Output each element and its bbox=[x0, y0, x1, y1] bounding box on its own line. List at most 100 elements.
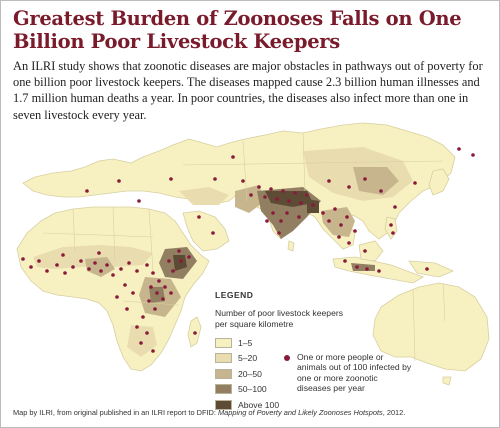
hotspot-dot bbox=[167, 259, 171, 263]
hotspot-dot-icon bbox=[284, 355, 290, 361]
border-line bbox=[302, 132, 306, 192]
border-line bbox=[182, 160, 444, 166]
landmass-arabia bbox=[182, 210, 230, 252]
hotspot-dot bbox=[179, 259, 183, 263]
hotspot-dot bbox=[281, 189, 285, 193]
hotspot-dot bbox=[327, 179, 331, 183]
hotspot-dot bbox=[137, 199, 141, 203]
hotspot-dot bbox=[61, 253, 65, 257]
hotspot-dot bbox=[21, 257, 25, 261]
hotspot-dot bbox=[271, 211, 275, 215]
hotspot-dot bbox=[87, 267, 91, 271]
density-ethiopia-core bbox=[173, 255, 187, 271]
legend-swatch bbox=[215, 384, 232, 395]
hotspot-dot bbox=[151, 349, 155, 353]
border-line bbox=[122, 300, 180, 306]
border-line bbox=[148, 208, 154, 272]
map-legend: LEGEND Number of poor livestock keepers … bbox=[215, 290, 495, 414]
density-middle-east bbox=[179, 187, 229, 205]
hotspot-dot bbox=[299, 201, 303, 205]
landmass-borneo bbox=[358, 240, 384, 262]
hotspot-dot bbox=[155, 291, 159, 295]
hotspot-dot bbox=[93, 261, 97, 265]
legend-hotspot-label: One or more people or animals out of 100… bbox=[297, 352, 412, 394]
source-credit: Map by ILRI, from original published in … bbox=[13, 408, 493, 417]
hotspot-dot bbox=[363, 249, 367, 253]
hotspot-dot bbox=[145, 263, 149, 267]
legend-class-label: Above 100 bbox=[238, 399, 280, 410]
hotspot-dot bbox=[471, 153, 475, 157]
hotspot-dot bbox=[275, 197, 279, 201]
density-nigeria bbox=[85, 257, 115, 277]
hotspot-dot bbox=[45, 269, 49, 273]
legend-class-label: 50–100 bbox=[238, 384, 267, 395]
hotspot-dot bbox=[337, 235, 341, 239]
hotspot-dot bbox=[269, 187, 273, 191]
hotspot-dot bbox=[285, 211, 289, 215]
hotspot-dot bbox=[139, 341, 143, 345]
hotspot-dot bbox=[123, 283, 127, 287]
legend-classes: 1–5 5–20 20–50 50–100 Above 100 bbox=[215, 336, 495, 411]
hotspot-dot bbox=[153, 307, 157, 311]
hotspot-dot bbox=[169, 291, 173, 295]
hotspot-dot bbox=[287, 199, 291, 203]
zoonosis-hotspots bbox=[21, 147, 475, 353]
hotspot-dot bbox=[413, 181, 417, 185]
density-mainland-sea bbox=[321, 207, 355, 237]
hotspot-dot bbox=[347, 241, 351, 245]
density-lake-region bbox=[149, 287, 165, 303]
hotspot-dot bbox=[213, 177, 217, 181]
hotspot-dot bbox=[37, 259, 41, 263]
hotspot-dot bbox=[327, 219, 331, 223]
hotspot-dot bbox=[343, 259, 347, 263]
border-line bbox=[242, 140, 248, 202]
hotspot-dot bbox=[345, 215, 349, 219]
legend-class-label: 5–20 bbox=[238, 353, 258, 364]
legend-swatch bbox=[215, 353, 232, 364]
legend-subtitle: Number of poor livestock keepers per squ… bbox=[215, 308, 344, 329]
hotspot-dot bbox=[379, 189, 383, 193]
landmass-africa bbox=[16, 206, 210, 372]
hotspot-dot bbox=[377, 269, 381, 273]
hotspot-dot bbox=[131, 291, 135, 295]
border-line bbox=[412, 288, 416, 362]
hotspot-dot bbox=[393, 205, 397, 209]
legend-title: LEGEND bbox=[215, 290, 254, 300]
hotspot-dot bbox=[97, 251, 101, 255]
hotspot-dot bbox=[311, 203, 315, 207]
density-java bbox=[351, 263, 375, 271]
hotspot-dot bbox=[63, 271, 67, 275]
hotspot-dot bbox=[161, 297, 165, 301]
landmass-philippines bbox=[384, 216, 398, 240]
hotspot-dot bbox=[79, 259, 83, 263]
border-line bbox=[72, 208, 76, 252]
world-map bbox=[3, 121, 499, 401]
hotspot-dot bbox=[211, 231, 215, 235]
landmass-japan bbox=[428, 168, 450, 196]
hotspot-dot bbox=[71, 265, 75, 269]
legend-swatch bbox=[215, 337, 232, 348]
hotspot-dot bbox=[279, 219, 283, 223]
hotspot-dot bbox=[241, 179, 245, 183]
hotspot-dot bbox=[169, 177, 173, 181]
hotspot-dot bbox=[347, 185, 351, 189]
hotspot-dot bbox=[105, 263, 109, 267]
hotspot-dot bbox=[145, 331, 149, 335]
legend-class-label: 1–5 bbox=[238, 337, 253, 348]
landmass-australia bbox=[372, 282, 490, 372]
hotspot-dot bbox=[353, 229, 357, 233]
hotspot-dot bbox=[171, 269, 175, 273]
density-shading bbox=[33, 147, 413, 357]
hotspot-dot bbox=[457, 147, 461, 151]
border-line bbox=[112, 206, 116, 262]
hotspot-dot bbox=[117, 179, 121, 183]
landmass-tasmania bbox=[442, 376, 452, 386]
legend-swatch bbox=[215, 368, 232, 379]
legend-class-1: 1–5 bbox=[215, 336, 495, 349]
hotspot-dot bbox=[425, 267, 429, 271]
hotspot-dot bbox=[333, 207, 337, 211]
hotspot-dot bbox=[355, 265, 359, 269]
legend-class-4: 50–100 bbox=[215, 383, 495, 396]
hotspot-dot bbox=[297, 215, 301, 219]
legend-class-5: Above 100 bbox=[215, 398, 495, 411]
